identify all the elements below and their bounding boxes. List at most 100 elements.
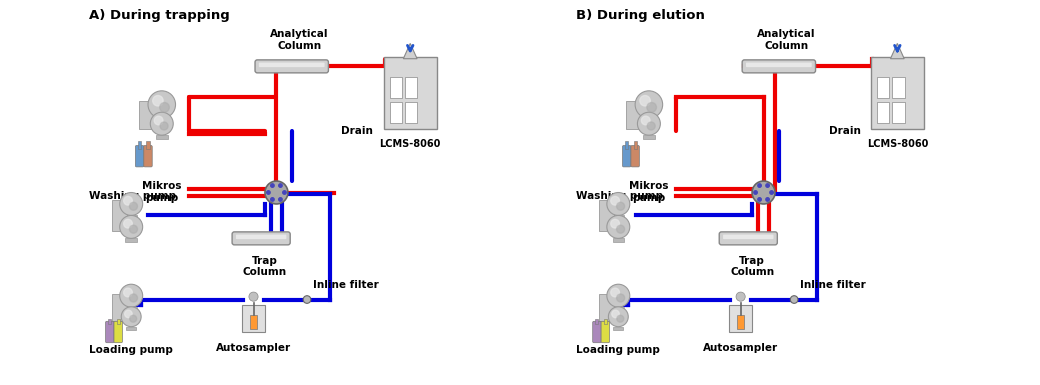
FancyBboxPatch shape bbox=[870, 57, 924, 129]
Bar bbox=[112, 294, 127, 321]
Bar bbox=[892, 102, 905, 123]
Circle shape bbox=[279, 184, 282, 187]
Circle shape bbox=[635, 91, 662, 118]
Text: Mikros
pump: Mikros pump bbox=[142, 181, 182, 203]
Circle shape bbox=[160, 122, 168, 130]
Circle shape bbox=[765, 184, 770, 187]
Bar bbox=[613, 216, 624, 219]
Circle shape bbox=[758, 198, 761, 201]
Bar bbox=[595, 319, 598, 325]
Bar bbox=[406, 102, 417, 123]
Bar bbox=[126, 307, 137, 311]
Bar bbox=[633, 141, 636, 149]
Circle shape bbox=[640, 95, 650, 106]
Circle shape bbox=[754, 191, 757, 194]
Circle shape bbox=[617, 225, 625, 233]
Text: Inline filter: Inline filter bbox=[313, 280, 379, 290]
Text: Autosampler: Autosampler bbox=[216, 343, 291, 353]
Bar bbox=[250, 315, 257, 329]
Circle shape bbox=[638, 112, 660, 135]
Text: LCMS-8060: LCMS-8060 bbox=[380, 139, 441, 149]
Circle shape bbox=[266, 191, 270, 194]
Circle shape bbox=[148, 91, 176, 118]
Bar bbox=[626, 101, 642, 129]
Bar bbox=[604, 319, 607, 325]
Bar bbox=[599, 294, 615, 321]
FancyBboxPatch shape bbox=[236, 234, 286, 239]
Text: Trap
Column: Trap Column bbox=[730, 256, 774, 277]
Circle shape bbox=[765, 198, 770, 201]
FancyBboxPatch shape bbox=[242, 305, 265, 332]
Bar bbox=[625, 141, 628, 149]
Bar bbox=[116, 319, 120, 325]
Circle shape bbox=[129, 225, 137, 233]
Text: Inline filter: Inline filter bbox=[800, 280, 865, 290]
Circle shape bbox=[607, 192, 630, 216]
Text: Analytical
Column: Analytical Column bbox=[270, 30, 329, 51]
FancyBboxPatch shape bbox=[232, 232, 290, 245]
Bar bbox=[614, 326, 623, 330]
FancyBboxPatch shape bbox=[114, 321, 123, 343]
Circle shape bbox=[610, 219, 620, 228]
Circle shape bbox=[607, 216, 630, 238]
FancyBboxPatch shape bbox=[623, 146, 631, 167]
Circle shape bbox=[607, 284, 630, 307]
Bar bbox=[147, 141, 150, 149]
Circle shape bbox=[617, 294, 625, 302]
Text: Loading pump: Loading pump bbox=[89, 345, 173, 355]
Text: A) During trapping: A) During trapping bbox=[89, 9, 230, 22]
FancyBboxPatch shape bbox=[631, 146, 640, 167]
FancyBboxPatch shape bbox=[384, 57, 437, 129]
Circle shape bbox=[304, 296, 311, 303]
Bar bbox=[877, 77, 889, 98]
Circle shape bbox=[249, 292, 258, 301]
Text: B) During elution: B) During elution bbox=[576, 9, 705, 22]
Bar bbox=[613, 307, 624, 311]
Circle shape bbox=[610, 288, 620, 297]
Bar bbox=[126, 238, 137, 243]
Bar bbox=[126, 326, 136, 330]
FancyBboxPatch shape bbox=[746, 62, 812, 67]
Circle shape bbox=[612, 310, 619, 318]
Circle shape bbox=[124, 196, 132, 205]
Circle shape bbox=[153, 95, 163, 106]
Circle shape bbox=[160, 102, 170, 112]
Circle shape bbox=[758, 184, 761, 187]
Circle shape bbox=[279, 198, 282, 201]
FancyBboxPatch shape bbox=[723, 234, 774, 239]
Text: Drain: Drain bbox=[829, 126, 860, 136]
Polygon shape bbox=[404, 44, 417, 59]
Circle shape bbox=[122, 307, 141, 326]
Text: Autosampler: Autosampler bbox=[703, 343, 778, 353]
FancyBboxPatch shape bbox=[743, 60, 815, 73]
Bar bbox=[613, 238, 624, 243]
Circle shape bbox=[790, 296, 798, 303]
Text: Loading pump: Loading pump bbox=[576, 345, 660, 355]
Circle shape bbox=[647, 102, 656, 112]
FancyBboxPatch shape bbox=[593, 321, 601, 343]
Text: Washing pump: Washing pump bbox=[89, 191, 176, 201]
Text: Washing pump: Washing pump bbox=[576, 191, 664, 201]
FancyBboxPatch shape bbox=[135, 146, 144, 167]
Circle shape bbox=[270, 184, 275, 187]
Bar bbox=[112, 200, 127, 231]
FancyBboxPatch shape bbox=[255, 60, 329, 73]
Bar bbox=[643, 135, 654, 139]
Bar bbox=[390, 102, 402, 123]
Bar bbox=[126, 216, 137, 219]
Text: Drain: Drain bbox=[341, 126, 373, 136]
Circle shape bbox=[752, 181, 775, 204]
Bar bbox=[138, 101, 154, 129]
Circle shape bbox=[129, 202, 137, 210]
FancyBboxPatch shape bbox=[720, 232, 777, 245]
Circle shape bbox=[283, 191, 286, 194]
Text: Analytical
Column: Analytical Column bbox=[757, 30, 815, 51]
Circle shape bbox=[617, 315, 624, 322]
Circle shape bbox=[770, 191, 774, 194]
Circle shape bbox=[124, 288, 132, 297]
Text: LCMS-8060: LCMS-8060 bbox=[866, 139, 928, 149]
Circle shape bbox=[120, 192, 142, 216]
FancyBboxPatch shape bbox=[729, 305, 752, 332]
Circle shape bbox=[647, 122, 655, 130]
Circle shape bbox=[120, 216, 142, 238]
